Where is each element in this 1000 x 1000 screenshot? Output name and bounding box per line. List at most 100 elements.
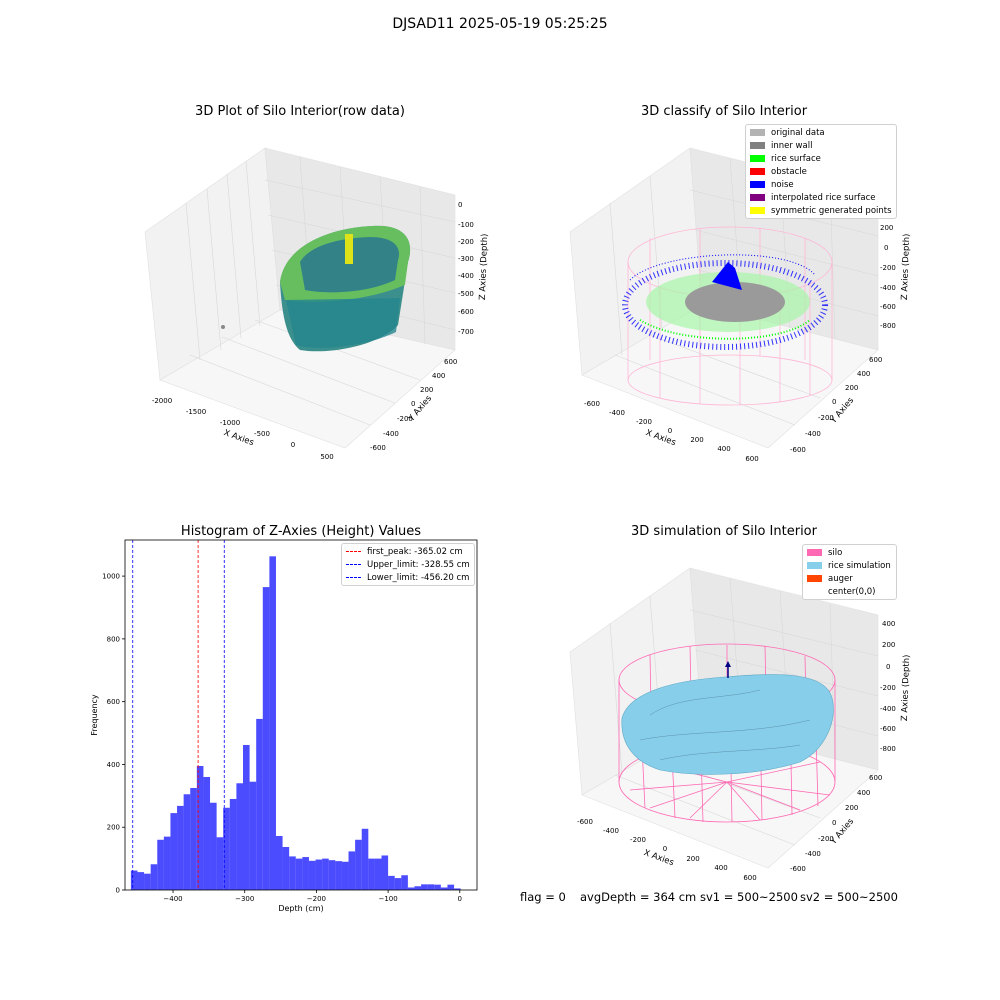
histogram-bar [374,858,382,890]
panel1-y-tick: 600 [444,358,457,366]
histogram-bar [361,828,369,890]
x-tick-label: −200 [307,895,326,903]
panel4-z-tick: -600 [880,725,896,733]
rice-surface-contours [639,689,811,761]
avg-depth-status: avgDepth = 364 cm [580,890,697,904]
histogram-bar [434,884,441,890]
histogram-bar [196,766,204,890]
legend-swatch [750,207,765,214]
legend-entry: symmetric generated points [746,204,896,217]
histogram-bar [454,888,461,890]
panel1-x-tick: -500 [254,430,270,438]
legend-label: symmetric generated points [771,205,892,216]
legend-label: silo [828,547,843,558]
legend-swatch [750,142,765,149]
legend-swatch [807,549,822,556]
panel2-y-tick: -400 [805,430,821,438]
histogram-bar [163,836,171,890]
histogram-bar [243,744,250,890]
histogram-bar [394,878,402,890]
panel4-x-label: X Axies [642,848,675,868]
panel4-y-tick: -200 [818,835,834,843]
legend-line [346,551,361,552]
histogram-bar [177,805,184,890]
y-tick-label: 800 [107,635,120,643]
histogram-bar [229,798,237,890]
histogram-bar [183,794,191,890]
panel4-x-tick: 200 [686,855,699,863]
panel1-z-tick: -700 [458,328,474,336]
legend-label: interpolated rice surface [771,192,876,203]
panel1-y-tick: -600 [370,444,386,452]
histogram-x-ticks: −400 −300 −200 −100 0 [163,890,462,903]
histogram-bar [203,776,211,890]
histogram-bar [157,839,164,890]
histogram-bar [427,884,435,890]
histogram-bar [223,807,230,890]
panel1-y-tick: 200 [420,386,433,394]
legend-entry: noise [746,178,896,191]
panel2-x-tick: 0 [668,427,672,435]
y-tick-label: 200 [107,824,120,832]
panel2-y-ticks: -600 -400 -200 0 200 400 600 [790,356,882,454]
panel2-x-ticks: -600 -400 -200 0 200 400 600 [584,400,759,463]
legend-entry: auger [803,572,896,585]
panel4-legend: silo rice simulation auger center(0,0) [802,544,897,600]
panel4-z-tick: -800 [880,745,896,753]
histogram-y-ticks: 0 200 400 600 800 1000 [102,573,125,895]
legend-label: obstacle [771,166,807,177]
panel2-x-tick: -600 [584,400,600,408]
histogram-bar [315,859,323,890]
panel4-title: 3D simulation of Silo Interior [631,524,817,539]
x-tick-label: −400 [163,895,182,903]
histogram-bar [302,857,309,890]
panel1-x-tick: 500 [320,453,333,461]
panel1-y-tick: -400 [383,430,399,438]
histogram-bar [407,887,415,890]
panel4-z-tick: -400 [880,705,896,713]
panel1-x-tick: -1000 [220,419,240,427]
histogram-y-label: Frequency [90,694,99,736]
legend-swatch [807,588,822,595]
legend-label: inner wall [771,140,813,151]
panel4-x-tick: -600 [577,818,593,826]
x-tick-label: −100 [378,895,397,903]
legend-entry: rice simulation [803,559,896,572]
panel1-z-tick: 0 [458,201,462,209]
panel3-title: Histogram of Z-Axies (Height) Values [180,524,422,539]
legend-entry: interpolated rice surface [746,191,896,204]
histogram-bar [447,884,455,890]
panel2-y-tick: 200 [845,384,858,392]
panel2-y-tick: 600 [869,356,882,364]
panel4-y-ticks: -600 -400 -200 0 200 400 600 [790,774,882,873]
rice-simulation-surface [621,674,834,775]
histogram-vlines [132,540,225,890]
histogram-bar [348,851,356,890]
panel1-y-tick: 400 [432,372,445,380]
histogram-bar [289,856,296,890]
panel2-y-tick: -200 [818,414,834,422]
legend-label: noise [771,179,794,190]
panel1-z-label: Z Axies (Depth) [478,233,490,300]
histogram-legend: first_peak: -365.02 cm Upper_limit: -328… [341,543,475,586]
legend-entry: Upper_limit: -328.55 cm [342,558,474,571]
panel4-z-tick: 400 [882,620,895,628]
y-tick-label: 600 [107,698,120,706]
panel2-z-tick: -800 [880,322,896,330]
histogram-bar [341,861,349,890]
legend-entry: first_peak: -365.02 cm [342,545,474,558]
histogram-bar [144,873,151,890]
panel2-classified-points [622,254,828,350]
panel1-z-tick: -500 [458,290,474,298]
panel2-z-ticks: 200 0 -200 -400 -600 -800 [880,224,896,330]
panel4-x-tick: 400 [714,864,727,872]
panel4-z-tick: 200 [882,641,895,649]
histogram-bar [216,837,224,890]
panel4-y-tick: -400 [805,850,821,858]
legend-label: Upper_limit: -328.55 cm [367,559,470,570]
histogram-bar [210,802,217,890]
legend-entry: silo [803,546,896,559]
histogram-bar [190,787,197,890]
histogram-bar [137,872,145,890]
